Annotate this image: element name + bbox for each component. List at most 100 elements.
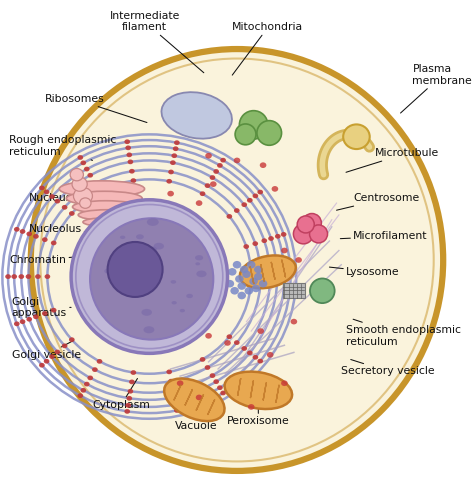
- Ellipse shape: [168, 379, 174, 384]
- Ellipse shape: [233, 261, 241, 269]
- Ellipse shape: [180, 309, 185, 312]
- Ellipse shape: [310, 225, 328, 243]
- Text: Microtubule: Microtubule: [346, 148, 439, 172]
- Ellipse shape: [241, 346, 247, 351]
- Ellipse shape: [196, 395, 202, 400]
- Ellipse shape: [164, 379, 225, 421]
- Ellipse shape: [130, 370, 136, 375]
- Ellipse shape: [262, 238, 267, 243]
- Ellipse shape: [128, 159, 133, 164]
- Ellipse shape: [210, 181, 217, 187]
- Ellipse shape: [92, 367, 98, 372]
- Text: Lysosome: Lysosome: [329, 267, 400, 277]
- Ellipse shape: [136, 234, 144, 239]
- Ellipse shape: [226, 280, 234, 288]
- Ellipse shape: [55, 350, 60, 354]
- Ellipse shape: [224, 340, 231, 346]
- Text: Golgi
apparatus: Golgi apparatus: [12, 297, 71, 318]
- Ellipse shape: [254, 266, 263, 273]
- Ellipse shape: [259, 280, 267, 288]
- Ellipse shape: [295, 257, 302, 263]
- Ellipse shape: [20, 229, 26, 234]
- Ellipse shape: [87, 173, 93, 178]
- Ellipse shape: [230, 287, 239, 295]
- Ellipse shape: [62, 344, 67, 348]
- Ellipse shape: [174, 408, 180, 413]
- Ellipse shape: [196, 271, 207, 277]
- Text: Rough endoplasmic
reticulum: Rough endoplasmic reticulum: [9, 135, 117, 160]
- Ellipse shape: [62, 205, 67, 210]
- Ellipse shape: [235, 124, 256, 145]
- Ellipse shape: [174, 140, 180, 145]
- Ellipse shape: [210, 175, 215, 180]
- Ellipse shape: [196, 200, 202, 206]
- Ellipse shape: [97, 189, 102, 194]
- Ellipse shape: [127, 396, 132, 401]
- Ellipse shape: [293, 224, 313, 244]
- Text: Nucleus: Nucleus: [28, 193, 88, 208]
- Ellipse shape: [73, 187, 92, 204]
- Ellipse shape: [81, 388, 86, 393]
- Ellipse shape: [234, 158, 240, 163]
- Ellipse shape: [220, 391, 226, 395]
- Ellipse shape: [26, 274, 31, 279]
- Ellipse shape: [254, 273, 263, 281]
- Ellipse shape: [42, 237, 48, 242]
- Ellipse shape: [239, 111, 268, 139]
- Ellipse shape: [167, 191, 174, 196]
- Ellipse shape: [220, 158, 226, 162]
- Ellipse shape: [235, 275, 244, 283]
- Ellipse shape: [257, 121, 282, 145]
- Ellipse shape: [125, 403, 131, 408]
- Text: Intermediate
filament: Intermediate filament: [109, 11, 204, 73]
- Ellipse shape: [33, 315, 39, 319]
- Text: Cytoplasm: Cytoplasm: [92, 378, 150, 409]
- Ellipse shape: [260, 162, 266, 168]
- Ellipse shape: [241, 202, 247, 207]
- Ellipse shape: [237, 282, 246, 290]
- Text: Microfilament: Microfilament: [340, 231, 428, 241]
- Ellipse shape: [267, 352, 273, 358]
- Ellipse shape: [253, 355, 258, 360]
- Text: Centrosome: Centrosome: [337, 193, 419, 210]
- Ellipse shape: [77, 393, 83, 398]
- Ellipse shape: [129, 169, 135, 174]
- Ellipse shape: [210, 373, 215, 378]
- Ellipse shape: [18, 274, 24, 279]
- Ellipse shape: [45, 274, 50, 279]
- Ellipse shape: [49, 354, 55, 359]
- Ellipse shape: [240, 256, 296, 288]
- Ellipse shape: [70, 168, 83, 181]
- Ellipse shape: [225, 372, 292, 409]
- Ellipse shape: [252, 241, 258, 246]
- Ellipse shape: [243, 244, 249, 249]
- Ellipse shape: [90, 218, 213, 340]
- Ellipse shape: [195, 255, 203, 261]
- Ellipse shape: [124, 139, 130, 144]
- Ellipse shape: [227, 334, 232, 339]
- Ellipse shape: [200, 191, 205, 196]
- Ellipse shape: [69, 211, 75, 216]
- Ellipse shape: [84, 382, 90, 386]
- Ellipse shape: [172, 153, 177, 158]
- Ellipse shape: [11, 274, 17, 279]
- Ellipse shape: [205, 365, 210, 370]
- Ellipse shape: [120, 235, 125, 239]
- Ellipse shape: [310, 279, 335, 303]
- Ellipse shape: [77, 155, 83, 160]
- Ellipse shape: [240, 266, 248, 273]
- Ellipse shape: [257, 190, 263, 194]
- Ellipse shape: [242, 271, 251, 278]
- Ellipse shape: [27, 317, 32, 322]
- Ellipse shape: [200, 357, 205, 362]
- Ellipse shape: [128, 389, 133, 394]
- Ellipse shape: [39, 363, 45, 368]
- Ellipse shape: [170, 388, 176, 393]
- Ellipse shape: [108, 242, 163, 297]
- Ellipse shape: [55, 199, 60, 203]
- Ellipse shape: [252, 285, 260, 292]
- Ellipse shape: [281, 380, 288, 386]
- Ellipse shape: [166, 179, 172, 184]
- Ellipse shape: [205, 153, 212, 158]
- Text: Secretory vesicle: Secretory vesicle: [341, 360, 435, 376]
